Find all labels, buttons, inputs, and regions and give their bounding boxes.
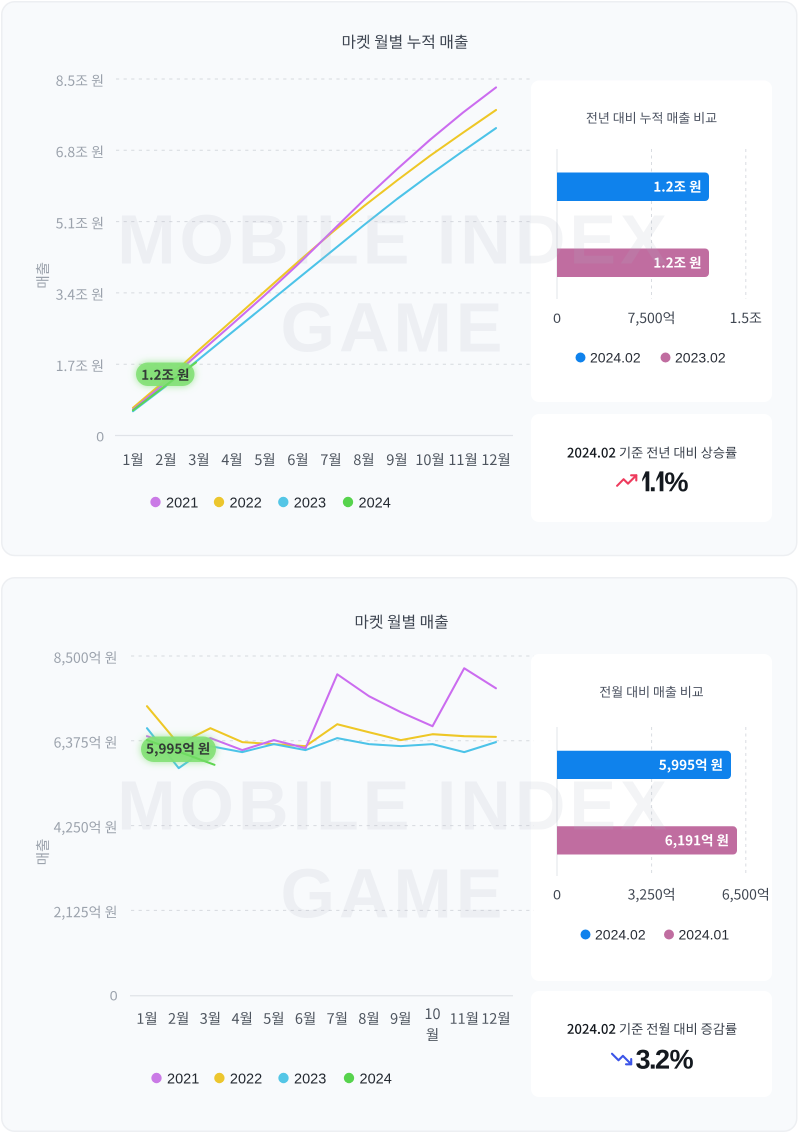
svg-text:2023: 2023 — [294, 1071, 326, 1087]
svg-text:MOBILE INDEX: MOBILE INDEX — [117, 201, 671, 279]
svg-text:2024.02: 2024.02 — [595, 926, 646, 942]
svg-text:0: 0 — [96, 428, 104, 444]
svg-text:2023.02: 2023.02 — [675, 349, 726, 365]
svg-text:2024.02: 2024.02 — [590, 349, 641, 365]
svg-text:2024: 2024 — [359, 495, 391, 511]
svg-text:2024: 2024 — [360, 1071, 392, 1087]
svg-text:2024.01: 2024.01 — [679, 926, 730, 942]
svg-text:2022: 2022 — [230, 1071, 262, 1087]
svg-text:2023: 2023 — [294, 495, 326, 511]
svg-text:0: 0 — [110, 988, 118, 1004]
svg-text:2022: 2022 — [230, 495, 262, 511]
svg-text:GAME: GAME — [281, 289, 507, 367]
svg-text:GAME: GAME — [281, 855, 507, 933]
svg-text:2021: 2021 — [166, 495, 198, 511]
svg-text:MOBILE INDEX: MOBILE INDEX — [117, 767, 671, 845]
svg-text:2021: 2021 — [167, 1071, 199, 1087]
svg-text:0: 0 — [553, 887, 561, 903]
svg-text:0: 0 — [553, 310, 561, 326]
